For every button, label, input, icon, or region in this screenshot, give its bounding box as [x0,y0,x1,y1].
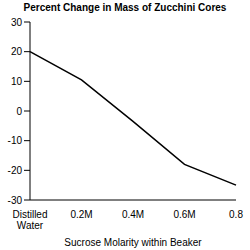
svg-text:DistilledWater: DistilledWater [12,209,47,231]
svg-text:Sucrose Molarity within Beaker: Sucrose Molarity within Beaker [64,237,202,248]
html-text:Percent Change in Mass of Zucc: Percent Change in Mass of Zucchini Cores [23,2,227,13]
svg-text:-20: -20 [8,165,22,176]
svg-text:20: 20 [11,46,23,57]
svg-text:10: 10 [11,76,23,87]
svg-text:0.8: 0.8 [229,209,242,220]
svg-text:0: 0 [16,106,22,117]
svg-text:-30: -30 [8,195,22,206]
svg-text:0.6M: 0.6M [173,209,195,220]
svg-text:30: 30 [11,17,23,28]
svg-text:-10: -10 [8,135,22,146]
svg-text:0.4M: 0.4M [122,209,144,220]
svg-text:0.2M: 0.2M [70,209,92,220]
